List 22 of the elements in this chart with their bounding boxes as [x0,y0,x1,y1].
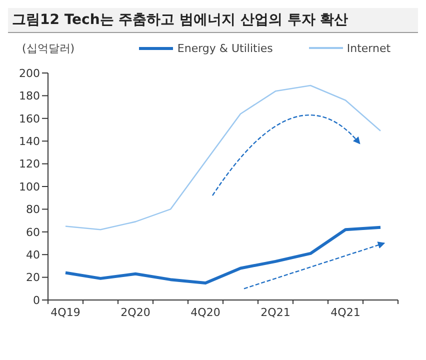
y-tick-label: 80 [26,203,40,216]
legend-label: Internet [346,42,391,54]
x-tick-label: 4Q21 [330,306,360,319]
line-series [64,226,382,284]
y-tick-label: 120 [19,158,40,171]
x-tick-label: 2Q20 [120,306,150,319]
x-tick-label: 2Q21 [260,306,290,319]
legend-label: Energy & Utilities [176,42,273,54]
y-axis-title: (십억달러) [21,40,76,56]
y-tick-label: 20 [26,271,40,284]
x-tick-label: 4Q19 [50,306,80,319]
y-tick-label: 180 [19,90,40,103]
y-tick-label: 0 [33,294,40,307]
y-tick-label: 60 [26,226,40,239]
y-tick-label: 100 [19,180,40,194]
y-tick-label: 140 [19,135,40,148]
y-tick-label: 200 [19,66,40,80]
chart-title: 그림12 Tech는 주춤하고 범에너지 산업의 투자 확산 [8,8,418,33]
line-series [64,84,382,230]
x-tick-label: 4Q20 [190,306,220,319]
y-tick-label: 160 [19,112,40,126]
y-tick-label: 40 [26,248,40,262]
